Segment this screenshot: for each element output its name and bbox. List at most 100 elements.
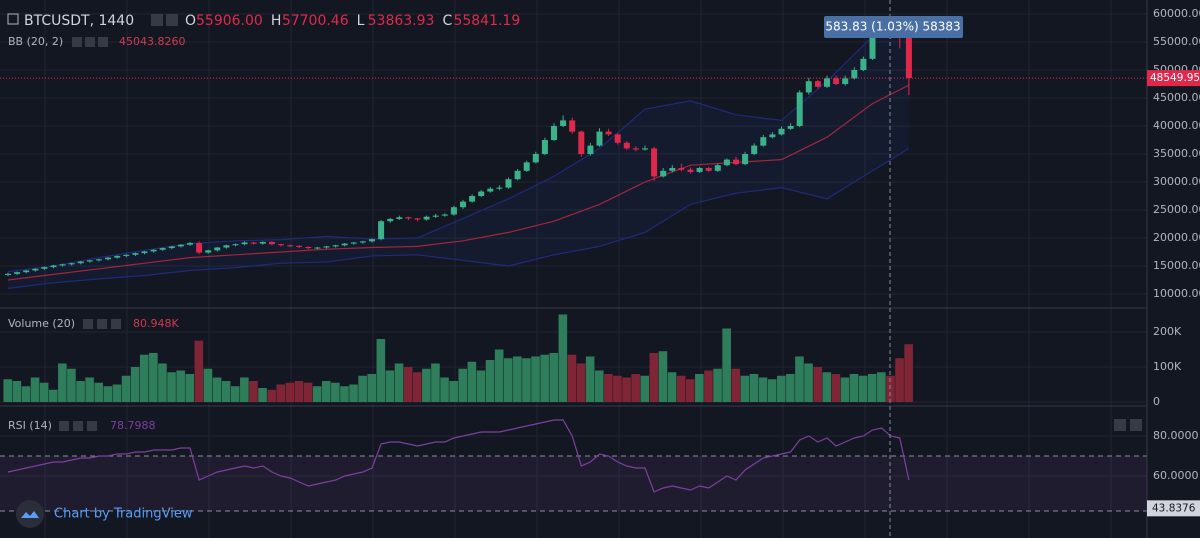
volume-bar (503, 358, 513, 402)
volume-bar (376, 338, 386, 402)
candle-body (642, 148, 648, 150)
last-price-tag (1147, 70, 1200, 87)
volume-bar (685, 379, 695, 402)
candle-body (769, 134, 776, 138)
volume-bar (440, 377, 449, 402)
candle-body (560, 120, 567, 127)
candle-body (177, 244, 184, 247)
icon[interactable] (83, 319, 93, 329)
volume-bar (758, 377, 768, 402)
candle-body (496, 187, 503, 189)
collapse-icon[interactable] (7, 13, 19, 25)
volume-bar (594, 370, 604, 402)
volume-bar (613, 375, 622, 402)
candle-body (714, 165, 721, 171)
y-tick-label: 55000.00 (1153, 35, 1200, 48)
volume-bar (412, 372, 422, 402)
candle-body (441, 214, 448, 216)
icon[interactable] (98, 37, 108, 47)
volume-bar (85, 377, 94, 402)
candle-body (259, 241, 266, 244)
candle-body (833, 78, 840, 85)
candle-body (614, 134, 621, 143)
volume-bar (358, 375, 367, 402)
ohlc-value: 55841.19 (453, 13, 520, 29)
volume-bar (622, 377, 631, 402)
icon[interactable] (111, 319, 121, 329)
y-tick-label: 0 (1153, 395, 1160, 408)
volume-bar (94, 382, 104, 402)
icon[interactable] (72, 37, 82, 47)
volume-bar (340, 386, 349, 402)
volume-bar (713, 368, 722, 402)
y-tick-label: 45000.00 (1153, 91, 1200, 104)
candle-body (359, 241, 366, 243)
logo[interactable] (16, 500, 44, 528)
volume-bar (831, 373, 841, 402)
volume-bar (458, 368, 468, 402)
icon[interactable] (85, 37, 95, 47)
candle-body (105, 257, 112, 260)
volume-bar (704, 370, 713, 402)
y-tick-label: 10000.00 (1153, 287, 1200, 300)
volume-bar (258, 387, 267, 402)
candle-body (350, 242, 357, 244)
candle-body (96, 259, 102, 261)
attribution[interactable]: Chart by TradingView (54, 507, 193, 522)
volume-bar (540, 354, 549, 402)
volume-bar (385, 370, 395, 402)
volume-bar (103, 386, 113, 402)
volume-bar (786, 373, 795, 402)
symbol: BTCUSDT, 1440 (24, 13, 134, 29)
volume-bar (303, 382, 313, 402)
volume-bar (640, 375, 650, 402)
volume-bar (121, 375, 131, 402)
volume-bar (221, 380, 231, 402)
volume-bar (431, 363, 440, 402)
icon[interactable] (97, 319, 107, 329)
volume-bar (776, 375, 786, 402)
volume-bar (212, 377, 222, 402)
volume-bar (649, 352, 659, 402)
icon[interactable] (87, 421, 97, 431)
volume-bar (422, 368, 431, 402)
pane-button[interactable] (1114, 419, 1126, 431)
icon[interactable] (151, 14, 163, 26)
volume-bar (604, 373, 613, 402)
candle-body (132, 253, 139, 255)
candle-body (623, 142, 630, 149)
candle-body (414, 218, 421, 220)
candle-body (41, 267, 48, 269)
volume-bar (667, 372, 677, 402)
candle-body (523, 162, 530, 171)
pane-button[interactable] (1130, 419, 1142, 431)
candle-body (751, 145, 758, 155)
candle-body (268, 241, 275, 245)
candle-body (532, 154, 539, 163)
volume-bar (531, 356, 540, 402)
candle-body (232, 244, 239, 246)
rsi-title: RSI (14) (8, 419, 52, 432)
icon[interactable] (73, 421, 83, 431)
icon[interactable] (166, 14, 178, 26)
volume-bar (867, 373, 877, 402)
volume-bar (558, 314, 568, 402)
rsi-line (7, 419, 910, 493)
candle-body (678, 168, 685, 170)
volume-bar (658, 351, 668, 402)
candle-body (223, 245, 230, 248)
volume-bar (485, 359, 495, 402)
icon[interactable] (59, 421, 69, 431)
volume-bar (795, 356, 804, 402)
ohlc-key: O (185, 13, 196, 29)
volume-bar (240, 377, 249, 402)
candle-body (787, 126, 794, 129)
candle-body (32, 268, 39, 271)
y-tick-label: 20000.00 (1153, 231, 1200, 244)
candle-body (369, 239, 375, 242)
volume-bar (167, 372, 176, 402)
candle-body (742, 154, 749, 165)
ohlc-value: 53863.93 (368, 13, 435, 29)
rsi-band (0, 456, 1147, 511)
volume-bar (285, 382, 295, 402)
